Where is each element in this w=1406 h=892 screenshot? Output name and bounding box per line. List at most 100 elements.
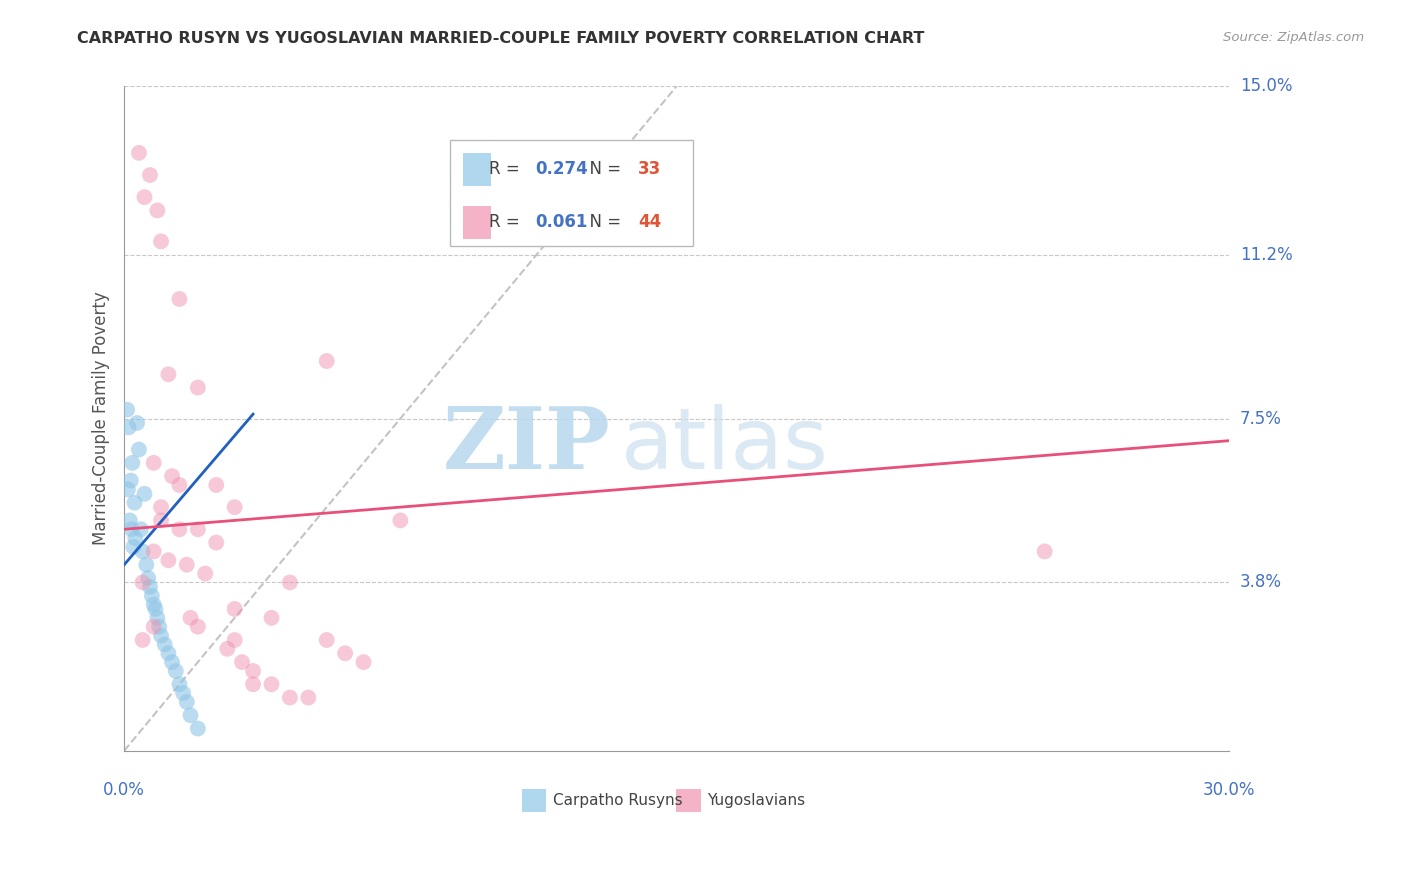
Point	[121, 456, 143, 470]
Point	[122, 540, 145, 554]
Point	[142, 598, 165, 612]
FancyBboxPatch shape	[522, 789, 546, 813]
Text: Yugoslavians: Yugoslavians	[707, 793, 806, 808]
Point	[148, 620, 170, 634]
Point	[120, 474, 142, 488]
Point	[131, 632, 153, 647]
Point	[224, 500, 246, 515]
Point	[129, 522, 152, 536]
Point	[187, 722, 209, 736]
Point	[128, 442, 150, 457]
Point	[176, 558, 198, 572]
Point	[389, 513, 412, 527]
Text: 15.0%: 15.0%	[1240, 78, 1292, 95]
FancyBboxPatch shape	[450, 139, 693, 246]
Point	[224, 602, 246, 616]
Point	[165, 664, 187, 678]
Point	[169, 292, 191, 306]
Point	[217, 641, 239, 656]
Y-axis label: Married-Couple Family Poverty: Married-Couple Family Poverty	[93, 292, 110, 545]
Point	[117, 483, 139, 497]
Point	[146, 203, 169, 218]
Text: atlas: atlas	[621, 404, 830, 487]
Point	[187, 620, 209, 634]
Point	[172, 686, 194, 700]
Point	[139, 168, 162, 182]
Point	[194, 566, 217, 581]
Point	[150, 235, 173, 249]
Point	[128, 145, 150, 160]
Text: 44: 44	[638, 213, 661, 232]
Point	[278, 575, 301, 590]
Point	[150, 500, 173, 515]
Text: 30.0%: 30.0%	[1202, 781, 1256, 799]
Point	[333, 646, 356, 660]
Point	[146, 611, 169, 625]
Point	[157, 553, 180, 567]
Point	[131, 544, 153, 558]
Point	[157, 646, 180, 660]
Point	[117, 420, 139, 434]
Text: Carpatho Rusyns: Carpatho Rusyns	[553, 793, 682, 808]
Text: 11.2%: 11.2%	[1240, 245, 1292, 264]
Point	[260, 611, 283, 625]
Point	[135, 558, 157, 572]
Point	[169, 522, 191, 536]
Text: 7.5%: 7.5%	[1240, 409, 1282, 427]
Point	[134, 487, 156, 501]
Point	[242, 677, 264, 691]
Point	[179, 611, 201, 625]
Point	[150, 628, 173, 642]
Point	[142, 620, 165, 634]
Text: 0.0%: 0.0%	[103, 781, 145, 799]
Point	[160, 469, 183, 483]
Point	[160, 655, 183, 669]
Text: Source: ZipAtlas.com: Source: ZipAtlas.com	[1223, 31, 1364, 45]
Point	[142, 544, 165, 558]
Point	[127, 416, 149, 430]
Point	[142, 456, 165, 470]
Point	[315, 354, 337, 368]
Text: N =: N =	[579, 161, 627, 178]
Point	[115, 402, 138, 417]
Text: 0.274: 0.274	[536, 161, 588, 178]
FancyBboxPatch shape	[464, 206, 491, 239]
Text: 3.8%: 3.8%	[1240, 574, 1282, 591]
Point	[169, 677, 191, 691]
Text: 0.061: 0.061	[536, 213, 588, 232]
Point	[169, 478, 191, 492]
Point	[187, 380, 209, 394]
Point	[205, 535, 228, 549]
Text: 33: 33	[638, 161, 661, 178]
Point	[136, 571, 159, 585]
Text: R =: R =	[489, 213, 524, 232]
Point	[297, 690, 319, 705]
Point	[118, 513, 141, 527]
Point	[176, 695, 198, 709]
Point	[278, 690, 301, 705]
Point	[260, 677, 283, 691]
Point	[121, 522, 143, 536]
Point	[150, 513, 173, 527]
Point	[139, 580, 162, 594]
Point	[124, 496, 146, 510]
Text: R =: R =	[489, 161, 524, 178]
Point	[231, 655, 253, 669]
Text: CARPATHO RUSYN VS YUGOSLAVIAN MARRIED-COUPLE FAMILY POVERTY CORRELATION CHART: CARPATHO RUSYN VS YUGOSLAVIAN MARRIED-CO…	[77, 31, 925, 46]
Point	[315, 632, 337, 647]
Point	[157, 368, 180, 382]
Point	[224, 632, 246, 647]
Point	[141, 589, 163, 603]
FancyBboxPatch shape	[676, 789, 700, 813]
Point	[145, 602, 167, 616]
Point	[179, 708, 201, 723]
Text: ZIP: ZIP	[443, 403, 610, 487]
Point	[124, 531, 146, 545]
Point	[134, 190, 156, 204]
Text: N =: N =	[579, 213, 627, 232]
Point	[205, 478, 228, 492]
Point	[1033, 544, 1056, 558]
Point	[153, 637, 176, 651]
Point	[131, 575, 153, 590]
FancyBboxPatch shape	[464, 153, 491, 186]
